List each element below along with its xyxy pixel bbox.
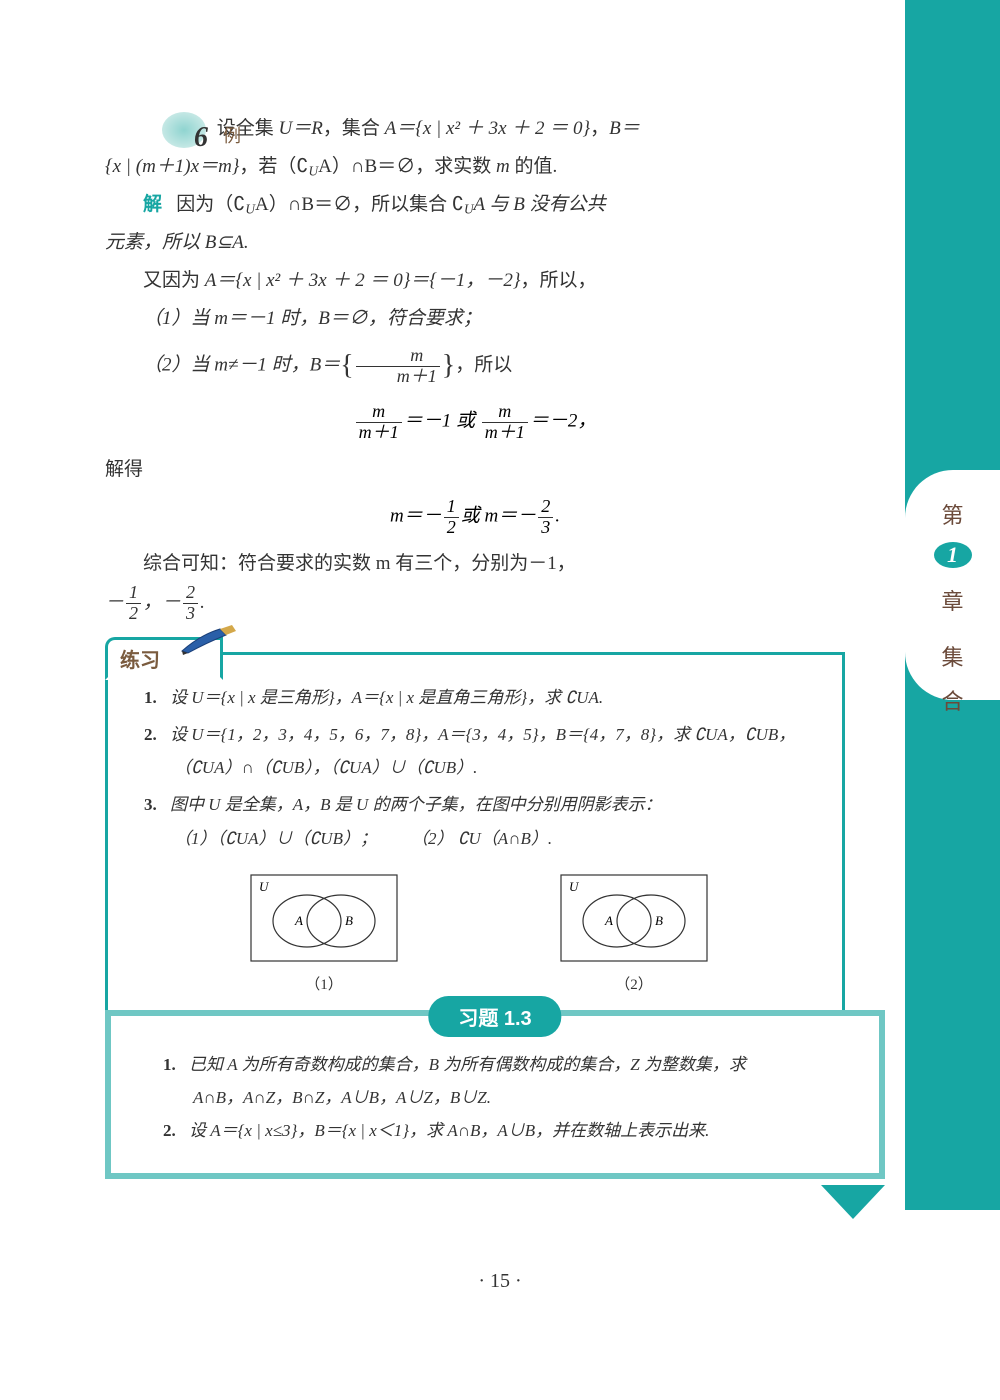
venn-diagrams-row: U A B （1） U A B (144, 873, 814, 1000)
sol-1c: A 与 B 没有公共 (474, 194, 606, 215)
summary-block: 综合可知：符合要求的实数 m 有三个，分别为－1， －12，－23. (105, 545, 845, 624)
practice-num-3: 3. (144, 788, 170, 821)
practice-q1: 设 U＝{x | x 是三角形}，A＝{x | x 是直角三角形}，求 ∁UA. (170, 688, 603, 707)
sub-u-2: U (245, 201, 255, 216)
exercise-banner: 习题 1.3 (428, 996, 561, 1037)
jiede: 解得 (105, 451, 845, 489)
svg-text:A: A (294, 913, 303, 928)
svg-text:B: B (345, 913, 353, 928)
frac-m-1: m (356, 346, 440, 367)
eq2-half-d: 2 (444, 518, 459, 538)
eq1-den1: m＋1 (356, 423, 402, 443)
venn2-label: （2） (615, 971, 653, 1000)
eq2-half-n: 1 (444, 497, 459, 518)
exercise-q1a: 已知 A 为所有奇数构成的集合，B 为所有偶数构成的集合，Z 为整数集，求 (189, 1055, 746, 1074)
sub-u-1: U (308, 163, 318, 178)
practice-num-2: 2. (144, 718, 170, 751)
sub-u-3: U (464, 201, 474, 216)
svg-text:U: U (569, 879, 580, 894)
side-char-top: 第 (941, 498, 963, 530)
summary-c: ，－ (143, 592, 181, 613)
example-number: 6 (137, 110, 208, 166)
equation-1: mm＋1＝－1 或 mm＋1＝－2， (105, 402, 845, 443)
sol-case2a: （2）当 m≠－1 时，B＝ (143, 354, 340, 375)
practice-q2b: （∁UA）∩（∁UB），（∁UA）∪（∁UB）. (144, 751, 814, 784)
page-number: · 15 · (0, 1270, 1000, 1293)
ex-text-2c: A）∩B＝∅，求实数 (318, 156, 496, 177)
exercise-q1b: A∩B，A∩Z，B∩Z，A∪B，A∪Z，B∪Z. (163, 1081, 839, 1114)
sum-23-d: 3 (183, 604, 198, 624)
side-char-chapter: 章 (941, 584, 963, 616)
solution-label: 解 (143, 194, 162, 215)
ex-math-1f: B＝ (609, 118, 640, 139)
ex-text-1e: ， (590, 118, 609, 139)
eq1-num2: m (482, 402, 528, 423)
eq1-num1: m (356, 402, 402, 423)
sol-2: 元素，所以 B⊆A. (105, 232, 249, 253)
solution-block: 解 因为（∁UA）∩B＝∅，所以集合 ∁UA 与 B 没有公共 元素，所以 B⊆… (105, 186, 845, 394)
exercise-box: 习题 1.3 1.已知 A 为所有奇数构成的集合，B 为所有偶数构成的集合，Z … (105, 1010, 885, 1179)
exercise-num-2: 2. (163, 1114, 189, 1147)
venn-diagram-2: U A B (559, 873, 709, 963)
svg-text:A: A (604, 913, 613, 928)
venn-1: U A B （1） (249, 873, 399, 1000)
exercise-num-1: 1. (163, 1048, 189, 1081)
ex-math-2d: m (496, 156, 510, 177)
practice-q3a: 图中 U 是全集，A，B 是 U 的两个子集，在图中分别用阴影表示： (170, 795, 662, 814)
practice-list: 1.设 U＝{x | x 是三角形}，A＝{x | x 是直角三角形}，求 ∁U… (144, 681, 814, 1033)
sol-case1: （1）当 m＝－1 时，B＝∅，符合要求； (105, 300, 845, 338)
eq2-a: m＝－ (390, 505, 442, 526)
pen-icon (180, 625, 242, 655)
ex-math-1b: U＝R (279, 118, 323, 139)
eq1-mid: ＝－1 或 (404, 411, 480, 432)
summary-b: － (105, 592, 124, 613)
frac-mp1-1: m＋1 (356, 367, 440, 387)
practice-num-1: 1. (144, 681, 170, 714)
sol-case2b: ，所以 (455, 354, 512, 375)
equation-2: m＝－12或 m＝－23. (105, 497, 845, 538)
example-block: 例 6 设全集 U＝R，集合 A＝{x | x² ＋ 3x ＋ 2 ＝ 0}，B… (105, 110, 845, 186)
corner-triangle-icon (821, 1185, 885, 1219)
ex-text-2b: ，若（∁ (239, 156, 308, 177)
exercise-q2: 设 A＝{x | x≤3}，B＝{x | x＜1}，求 A∩B，A∪B，并在数轴… (189, 1121, 709, 1140)
venn1-label: （1） (305, 971, 343, 1000)
eq2-23-n: 2 (538, 497, 553, 518)
venn-2: U A B （2） (559, 873, 709, 1000)
exercise-wrapper: 习题 1.3 1.已知 A 为所有奇数构成的集合，B 为所有偶数构成的集合，Z … (105, 1010, 885, 1179)
example-badge: 例 6 (162, 112, 206, 148)
summary-a: 综合可知：符合要求的实数 m 有三个，分别为－1， (105, 545, 845, 583)
sol-1b: A）∩B＝∅，所以集合 ∁ (255, 194, 464, 215)
main-content: 例 6 设全集 U＝R，集合 A＝{x | x² ＋ 3x ＋ 2 ＝ 0}，B… (105, 110, 845, 1058)
svg-text:U: U (259, 879, 270, 894)
sol-3a: 又因为 (143, 270, 205, 291)
venn-diagram-1: U A B (249, 873, 399, 963)
side-title-1: 集 (941, 640, 963, 672)
eq1-end: ＝－2， (530, 411, 597, 432)
ex-text-1c: ，集合 (323, 118, 385, 139)
practice-q3b2: （2） ∁U（A∩B）. (411, 829, 552, 848)
eq2-23-d: 3 (538, 518, 553, 538)
sum-half-d: 2 (126, 604, 141, 624)
sol-1a: 因为（∁ (176, 194, 245, 215)
chapter-number-badge: 1 (934, 542, 972, 568)
ex-math-1d: A＝{x | x² ＋ 3x ＋ 2 ＝ 0} (385, 118, 591, 139)
sum-half-n: 1 (126, 583, 141, 604)
practice-q2a: 设 U＝{1，2，3，4，5，6，7，8}，A＝{3，4，5}，B＝{4，7，8… (170, 725, 795, 744)
svg-text:B: B (655, 913, 663, 928)
sum-23-n: 2 (183, 583, 198, 604)
chapter-side-tab: 第 1 章 集 合 (905, 470, 1000, 700)
ex-text-2e: 的值. (510, 156, 558, 177)
eq2-c: . (555, 505, 560, 526)
eq2-b: 或 m＝－ (461, 505, 536, 526)
sol-3c: ，所以， (520, 270, 596, 291)
sol-3b: A＝{x | x² ＋ 3x ＋ 2 ＝ 0}＝{－1，－2} (205, 270, 521, 291)
practice-q3b1: （1）（∁UA）∪（∁UB）； (174, 829, 377, 848)
summary-d: . (200, 592, 205, 613)
exercise-list: 1.已知 A 为所有奇数构成的集合，B 为所有偶数构成的集合，Z 为整数集，求 … (163, 1048, 839, 1147)
side-title-2: 合 (941, 684, 963, 716)
eq1-den2: m＋1 (482, 423, 528, 443)
